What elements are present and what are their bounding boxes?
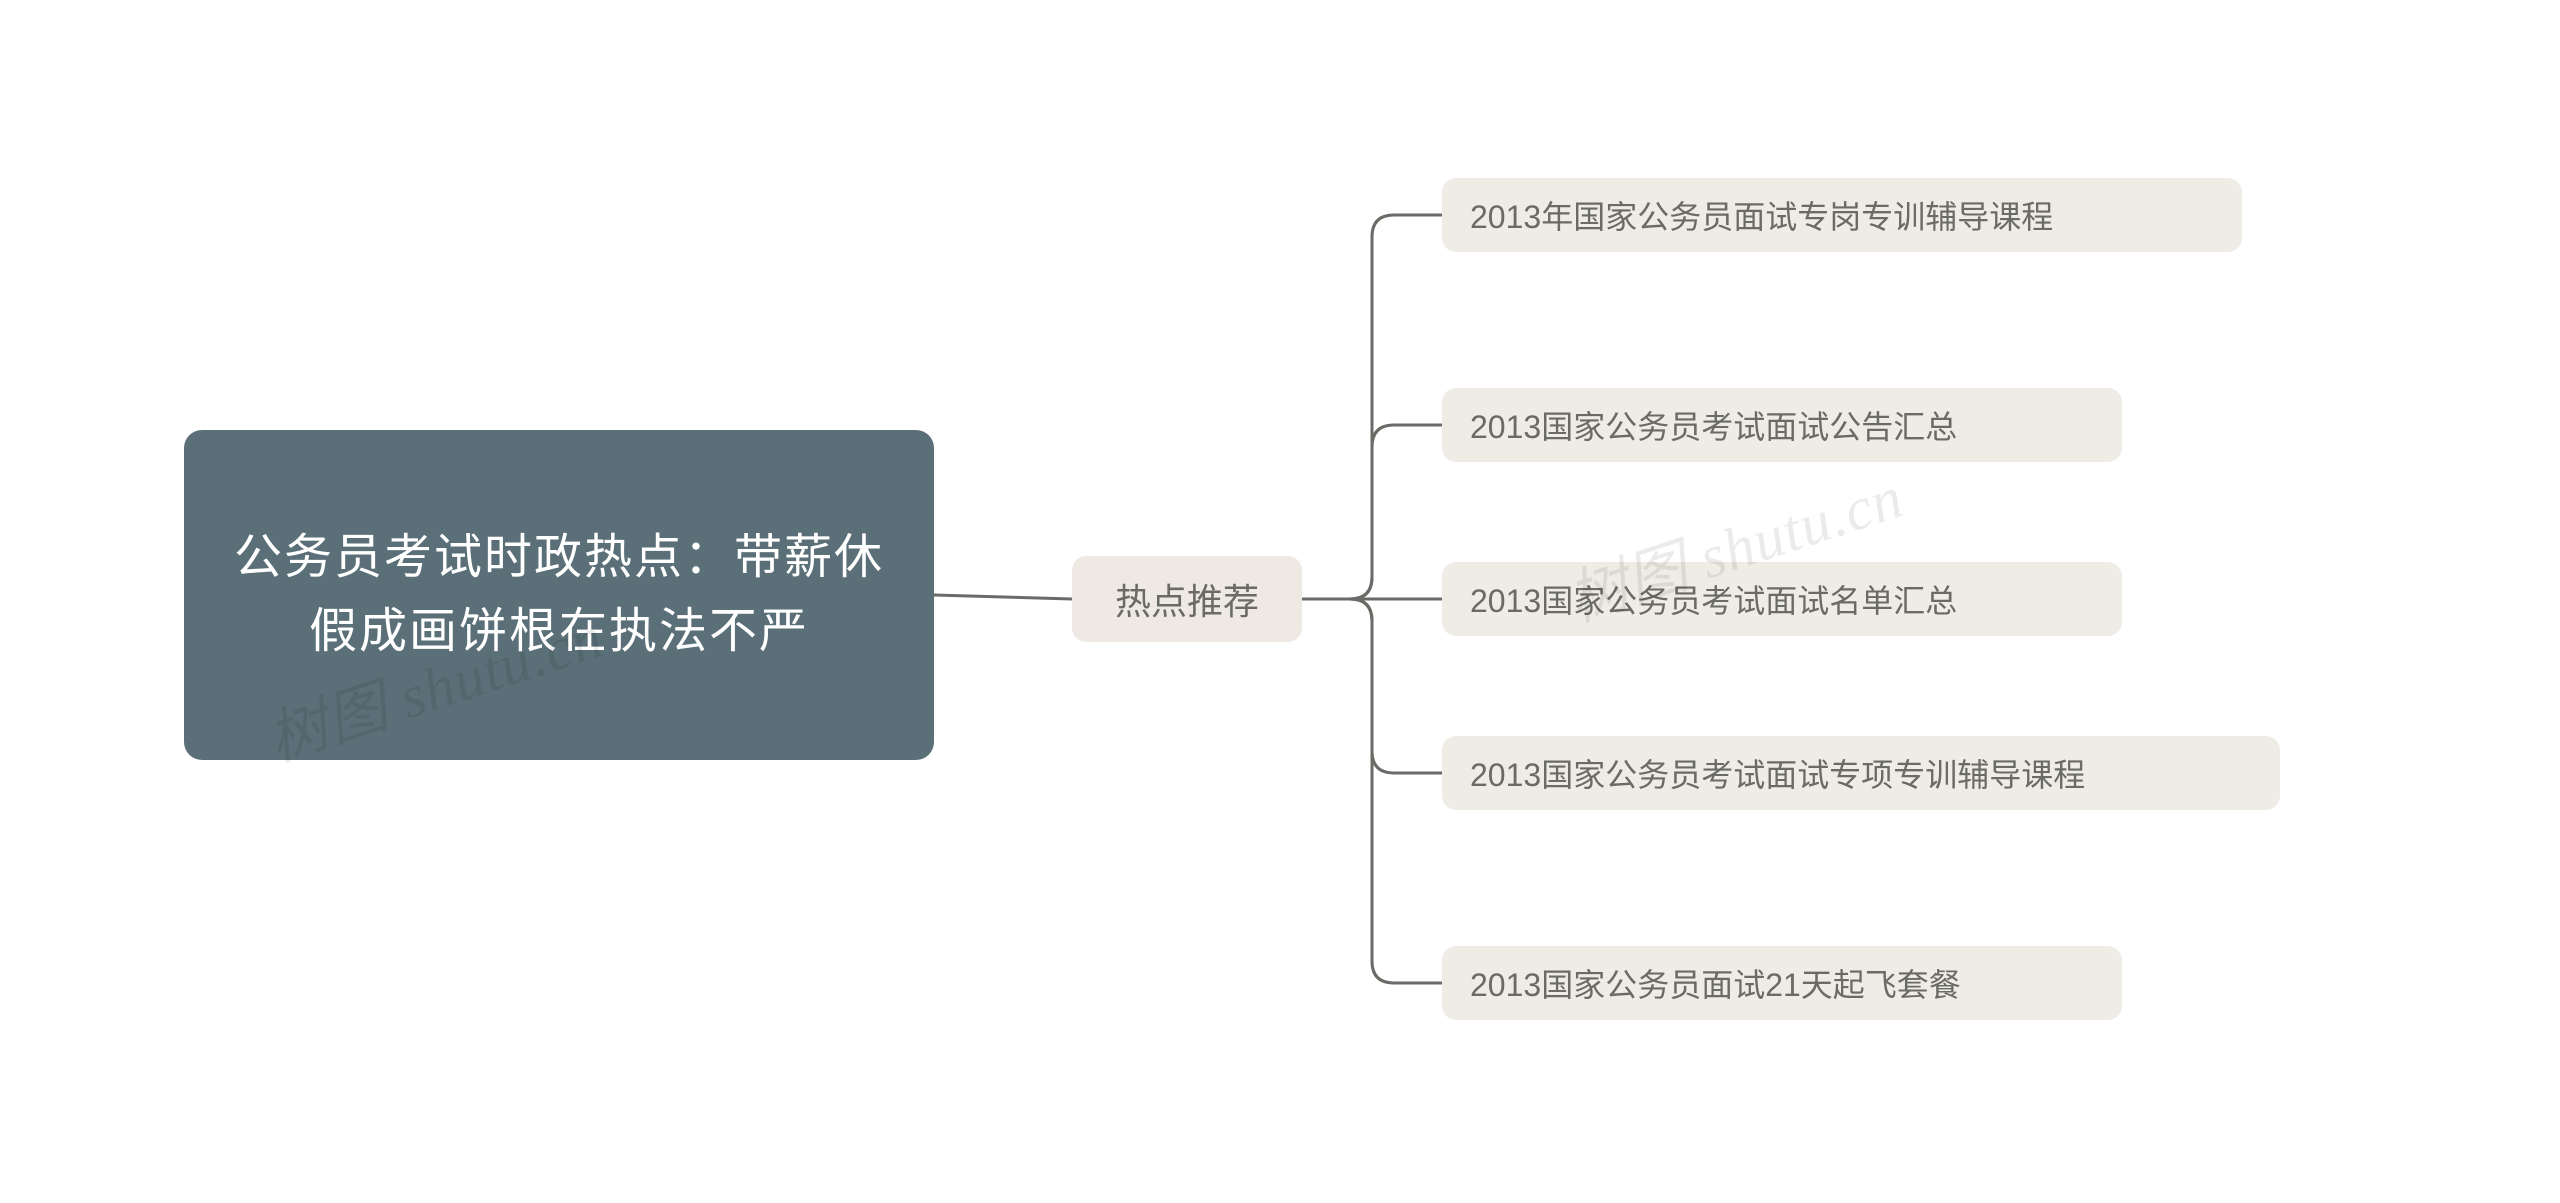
leaf-node-text: 2013国家公务员面试21天起飞套餐 — [1470, 960, 1961, 1006]
leaf-node-text: 2013年国家公务员面试专岗专训辅导课程 — [1470, 192, 2053, 238]
leaf-node-text: 2013国家公务员考试面试公告汇总 — [1470, 402, 1957, 448]
root-node-text: 公务员考试时政热点：带薪休假成画饼根在执法不严 — [234, 521, 884, 670]
mid-node: 热点推荐 — [1072, 556, 1302, 642]
leaf-node-text: 2013国家公务员考试面试名单汇总 — [1470, 576, 1957, 622]
leaf-node: 2013国家公务员面试21天起飞套餐 — [1442, 946, 2122, 1020]
mindmap-canvas: 公务员考试时政热点：带薪休假成画饼根在执法不严 热点推荐 2013年国家公务员面… — [0, 0, 2560, 1203]
root-node: 公务员考试时政热点：带薪休假成画饼根在执法不严 — [184, 430, 934, 760]
leaf-node: 2013国家公务员考试面试专项专训辅导课程 — [1442, 736, 2280, 810]
mid-node-text: 热点推荐 — [1115, 573, 1259, 625]
leaf-node: 2013国家公务员考试面试公告汇总 — [1442, 388, 2122, 462]
leaf-node: 2013年国家公务员面试专岗专训辅导课程 — [1442, 178, 2242, 252]
leaf-node-text: 2013国家公务员考试面试专项专训辅导课程 — [1470, 750, 2085, 796]
leaf-node: 2013国家公务员考试面试名单汇总 — [1442, 562, 2122, 636]
